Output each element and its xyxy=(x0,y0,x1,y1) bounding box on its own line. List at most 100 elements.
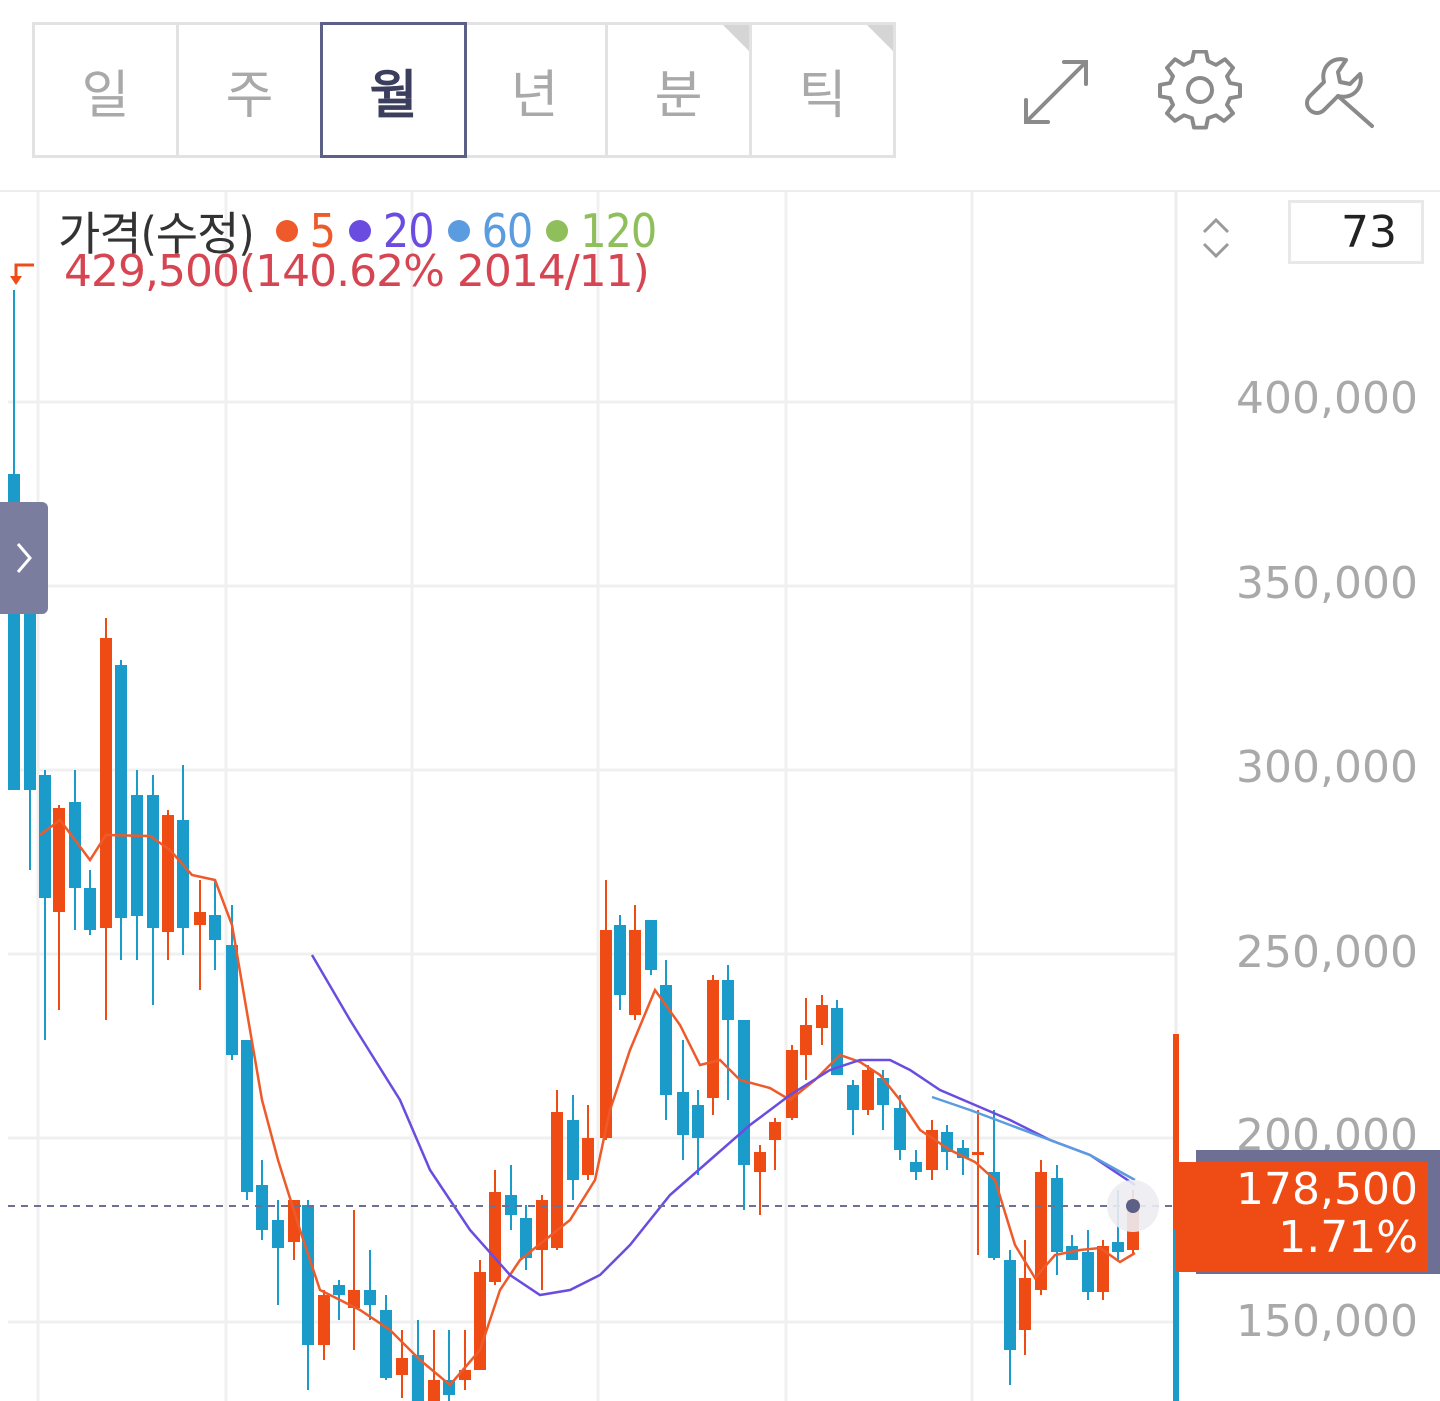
candle-body xyxy=(800,1025,812,1055)
candle-body xyxy=(1004,1260,1016,1350)
ma120-label: 120 xyxy=(580,204,657,258)
candle-body xyxy=(972,1152,984,1155)
period-tabs: 일 주 월 년 분 틱 xyxy=(32,22,896,158)
header-divider xyxy=(0,190,1440,192)
tab-minute-label: 분 xyxy=(654,65,703,126)
candle-body xyxy=(1051,1178,1063,1252)
edge-bar-down xyxy=(1173,1230,1179,1401)
tab-tick[interactable]: 틱 xyxy=(752,25,893,155)
candle-body xyxy=(754,1152,766,1172)
tab-minute[interactable]: 분 xyxy=(608,25,752,155)
tab-year-label: 년 xyxy=(510,65,559,126)
candle-body xyxy=(1082,1252,1094,1292)
price-series-label: 가격(수정) xyxy=(58,207,255,261)
candle-body xyxy=(582,1138,594,1175)
y-axis-tick: 150,000 xyxy=(1236,1296,1418,1347)
y-axis-tick: 300,000 xyxy=(1236,742,1418,793)
dropdown-corner-icon xyxy=(867,25,893,51)
candle-body xyxy=(505,1195,517,1215)
chart-legend: 가격(수정) 5 20 60 120 xyxy=(58,198,662,264)
max-marker-arrow-icon xyxy=(10,263,34,285)
candle-body xyxy=(1066,1246,1078,1260)
candle-body xyxy=(288,1200,300,1242)
tab-week-label: 주 xyxy=(225,65,274,126)
ma20-dot xyxy=(348,220,371,242)
candle-body xyxy=(877,1078,889,1105)
ma60-label: 60 xyxy=(481,204,534,258)
candle-body xyxy=(910,1162,922,1172)
wrench-icon[interactable] xyxy=(1302,50,1386,134)
gear-icon[interactable] xyxy=(1158,49,1242,134)
candle-body xyxy=(489,1192,501,1282)
candle-body xyxy=(629,930,641,1015)
candle-body xyxy=(53,808,65,912)
candle-body xyxy=(209,915,221,940)
candle-body xyxy=(847,1085,859,1110)
y-axis-tick: 350,000 xyxy=(1236,558,1418,609)
candle-body xyxy=(769,1122,781,1140)
candle-body xyxy=(162,815,174,932)
candle-body xyxy=(194,912,206,925)
candle-body xyxy=(520,1218,532,1258)
candle-body xyxy=(39,775,51,898)
cursor-dot xyxy=(1126,1199,1140,1213)
candle-body xyxy=(862,1070,874,1110)
tab-day[interactable]: 일 xyxy=(35,25,179,155)
candle-body xyxy=(1019,1278,1031,1330)
side-panel-toggle[interactable] xyxy=(0,502,48,614)
ma20-line xyxy=(310,954,1136,1297)
edge-bar-up xyxy=(1173,1034,1179,1230)
candle-body xyxy=(988,1172,1000,1258)
candle-body xyxy=(364,1290,376,1305)
candle-body xyxy=(412,1355,424,1401)
expand-icon[interactable] xyxy=(1014,50,1098,134)
y-axis-tick: 250,000 xyxy=(1236,927,1418,978)
candle-body xyxy=(722,980,734,1020)
ma5-line xyxy=(39,818,1136,1387)
candle-body xyxy=(100,638,112,928)
candle-body xyxy=(69,802,81,888)
candle-body xyxy=(474,1272,486,1370)
candle-body xyxy=(536,1200,548,1250)
candle-body xyxy=(147,795,159,928)
candle-body xyxy=(738,1020,750,1165)
candle-body xyxy=(660,985,672,1095)
candle-body xyxy=(348,1290,360,1308)
ma5-dot xyxy=(275,220,298,242)
candle-body xyxy=(1035,1172,1047,1290)
candle-body xyxy=(24,590,36,790)
candle-body xyxy=(131,795,143,916)
candle-body xyxy=(551,1112,563,1248)
candle-body xyxy=(707,980,719,1098)
current-price-tag: 178,500 1.71% xyxy=(1176,1162,1428,1272)
candle-body xyxy=(333,1285,345,1295)
candle-body xyxy=(957,1148,969,1158)
ma120-dot xyxy=(546,220,569,242)
candle-body xyxy=(831,1008,843,1075)
candle-body xyxy=(318,1295,330,1345)
ma60-line xyxy=(931,1095,1136,1182)
chevron-right-icon xyxy=(16,543,32,573)
candle-body xyxy=(459,1370,471,1380)
candle-body xyxy=(241,1040,253,1192)
candle-body xyxy=(302,1205,314,1345)
candle-body xyxy=(272,1220,284,1248)
current-price-change: 1.71% xyxy=(1278,1212,1418,1263)
candle-body xyxy=(396,1358,408,1375)
candlestick-chart[interactable] xyxy=(0,192,1440,1401)
candle-body xyxy=(226,945,238,1055)
candle-body xyxy=(177,820,189,928)
candle-body xyxy=(428,1380,440,1401)
tab-week[interactable]: 주 xyxy=(179,25,323,155)
max-price-label: 429,500(140.62% 2014/11) xyxy=(64,246,650,297)
current-price-value: 178,500 xyxy=(1236,1164,1418,1215)
tab-month-label: 월 xyxy=(369,65,418,126)
candle-body xyxy=(677,1092,689,1135)
tab-year[interactable]: 년 xyxy=(464,25,608,155)
candle-body xyxy=(1112,1242,1124,1252)
up-down-chevron-icon[interactable] xyxy=(1198,212,1234,264)
candle-body xyxy=(84,888,96,930)
bar-count-input[interactable]: 73 xyxy=(1288,200,1424,264)
candle-body xyxy=(614,925,626,995)
tab-month[interactable]: 월 xyxy=(320,22,467,158)
